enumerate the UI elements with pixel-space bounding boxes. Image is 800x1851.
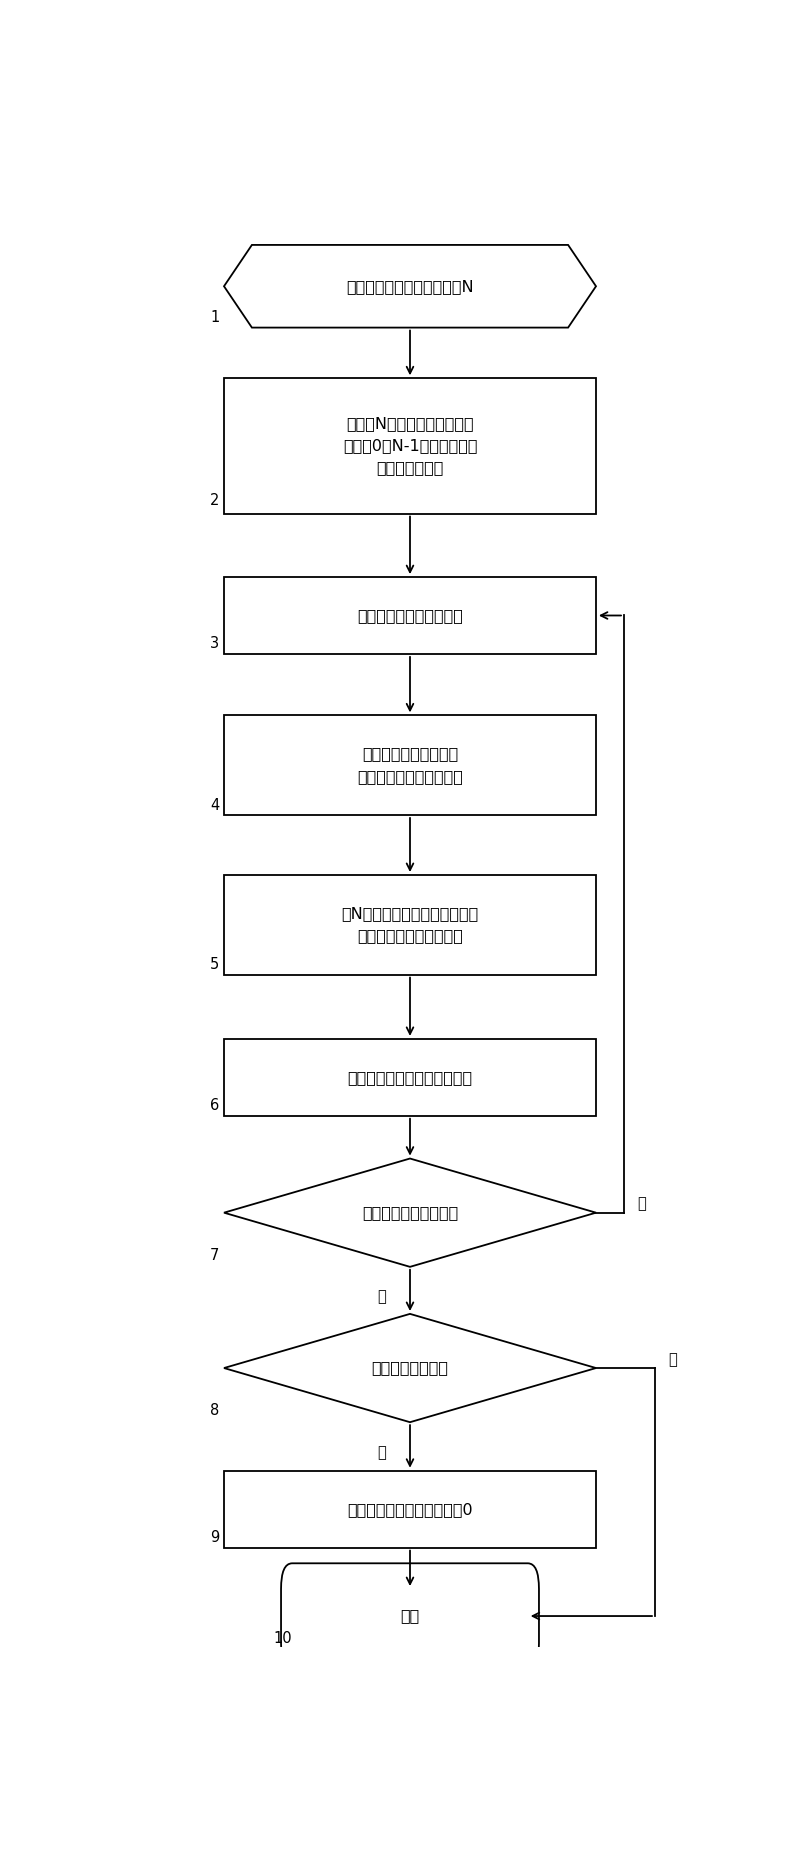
Text: 5: 5 bbox=[210, 957, 219, 972]
FancyBboxPatch shape bbox=[224, 1038, 596, 1116]
FancyBboxPatch shape bbox=[224, 1472, 596, 1547]
Text: 加工计划是否执行完毕: 加工计划是否执行完毕 bbox=[362, 1205, 458, 1220]
Text: 4: 4 bbox=[210, 798, 219, 813]
Text: 否: 否 bbox=[668, 1351, 677, 1368]
Text: 8: 8 bbox=[210, 1403, 219, 1418]
Text: 否: 否 bbox=[637, 1196, 646, 1212]
FancyBboxPatch shape bbox=[224, 578, 596, 653]
Text: 计算当次运动计划位移量: 计算当次运动计划位移量 bbox=[357, 607, 463, 624]
Text: 9: 9 bbox=[210, 1531, 219, 1546]
Polygon shape bbox=[224, 244, 596, 328]
Text: 是: 是 bbox=[378, 1290, 386, 1305]
Text: 是: 是 bbox=[378, 1446, 386, 1460]
FancyBboxPatch shape bbox=[224, 876, 596, 975]
Text: 10: 10 bbox=[274, 1631, 292, 1646]
FancyBboxPatch shape bbox=[224, 714, 596, 814]
Text: 7: 7 bbox=[210, 1248, 219, 1262]
Text: 2: 2 bbox=[210, 492, 219, 507]
Text: 6: 6 bbox=[210, 1098, 219, 1112]
Polygon shape bbox=[224, 1159, 596, 1266]
Text: 初始化N个位移量存储单元，
编号为0至N-1，并指定当次
位移量存储单元: 初始化N个位移量存储单元， 编号为0至N-1，并指定当次 位移量存储单元 bbox=[342, 416, 478, 476]
Text: 将N个位移量存储单元的平均值
作为当次运动实际位移量: 将N个位移量存储单元的平均值 作为当次运动实际位移量 bbox=[342, 907, 478, 944]
Text: 是否存在残留位移: 是否存在残留位移 bbox=[371, 1360, 449, 1375]
Text: 确定需要平滑处理的位置数N: 确定需要平滑处理的位置数N bbox=[346, 280, 474, 294]
FancyBboxPatch shape bbox=[224, 378, 596, 513]
FancyBboxPatch shape bbox=[281, 1564, 539, 1670]
Text: 重新设定当次位移量存储单元: 重新设定当次位移量存储单元 bbox=[347, 1070, 473, 1085]
Polygon shape bbox=[224, 1314, 596, 1422]
Text: 1: 1 bbox=[210, 311, 219, 326]
Text: 3: 3 bbox=[210, 637, 219, 652]
Text: 将当次运动的位移量设定为0: 将当次运动的位移量设定为0 bbox=[347, 1501, 473, 1516]
Text: 将当次运动计划位移量
存入当次位移量存储单元: 将当次运动计划位移量 存入当次位移量存储单元 bbox=[357, 746, 463, 783]
Text: 结束: 结束 bbox=[400, 1609, 420, 1623]
